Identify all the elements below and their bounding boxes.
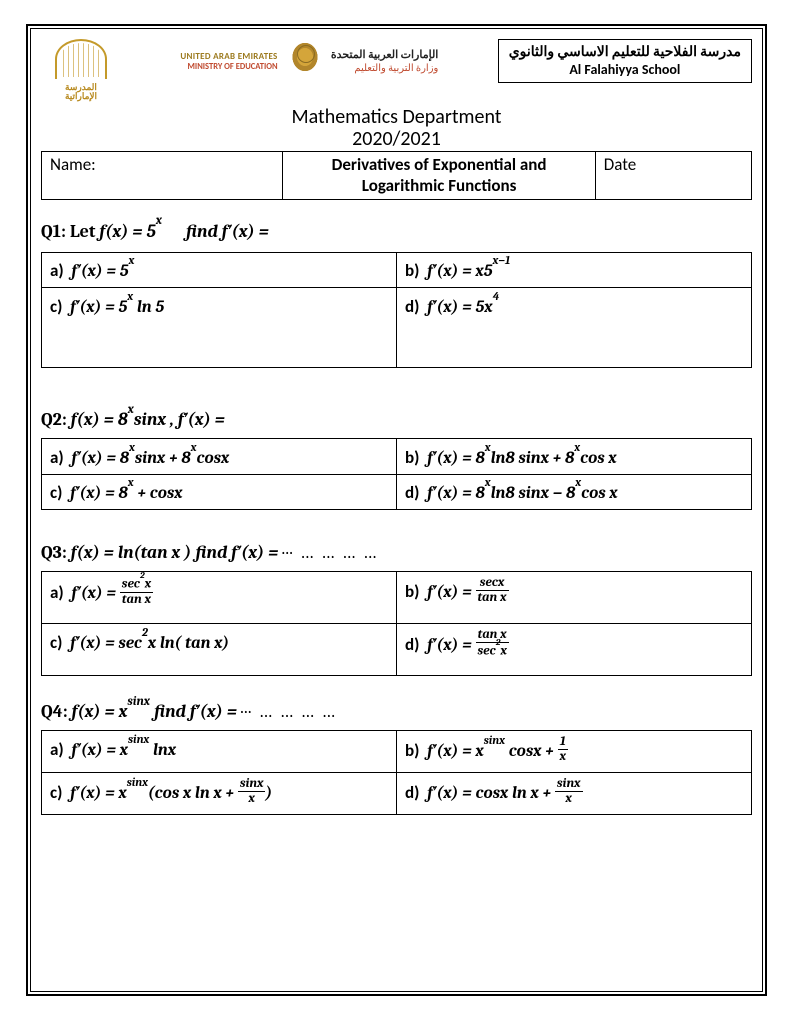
- q2-b[interactable]: b) f′(x) = 8xln8 sinx + 8xcos x: [397, 439, 752, 475]
- q4-c[interactable]: c) f′(x) = xsinx(cos x ln x + sinxx): [42, 773, 397, 815]
- q2-c[interactable]: c) f′(x) = 8x + cosx: [42, 474, 397, 510]
- q3-prompt: Q3: f(x) = ln(tan x ) find f′(x) = ··· ……: [41, 542, 752, 563]
- school-en: Al Falahiyya School: [509, 61, 741, 79]
- q1-c[interactable]: c) f′(x) = 5x ln 5: [42, 288, 397, 368]
- uae-crest-icon: [289, 39, 321, 75]
- q2-d[interactable]: d) f′(x) = 8xln8 sinx − 8xcos x: [397, 474, 752, 510]
- q4-b[interactable]: b) f′(x) = xsinx cosx + 1x: [397, 731, 752, 773]
- name-cell[interactable]: Name:: [42, 152, 283, 200]
- q4-prompt: Q4: f(x) = xsinx find f′(x) = ··· … … … …: [41, 700, 752, 722]
- academic-year: 2020/2021: [41, 127, 752, 151]
- moe-ar2: وزارة التربية والتعليم: [331, 61, 439, 74]
- q2-a[interactable]: a) f′(x) = 8xsinx + 8xcosx: [42, 439, 397, 475]
- date-cell[interactable]: Date: [595, 152, 751, 200]
- school-logo: المدرسةالإماراتية: [41, 39, 121, 101]
- q4-d[interactable]: d) f′(x) = cosx ln x + sinxx: [397, 773, 752, 815]
- q4-a[interactable]: a) f′(x) = xsinx lnx: [42, 731, 397, 773]
- header-row: المدرسةالإماراتية UNITED ARAB EMIRATES M…: [41, 39, 752, 101]
- q3-d[interactable]: d) f′(x) = tan xsec2x: [397, 624, 752, 676]
- q3-answers: a) f′(x) = sec2xtan x b) f′(x) = secxtan…: [41, 571, 752, 676]
- q1-a[interactable]: a) f′(x) = 5x: [42, 252, 397, 288]
- school-ar: مدرسة الفلاحية للتعليم الاساسي والثانوي: [509, 43, 741, 61]
- q3-a[interactable]: a) f′(x) = sec2xtan x: [42, 572, 397, 624]
- ministry-block: UNITED ARAB EMIRATES MINISTRY OF EDUCATI…: [121, 39, 498, 79]
- moe-ar1: الإمارات العربية المتحدة: [331, 48, 439, 61]
- question-4: Q4: f(x) = xsinx find f′(x) = ··· … … … …: [41, 700, 752, 815]
- q2-answers: a) f′(x) = 8xsinx + 8xcosx b) f′(x) = 8x…: [41, 438, 752, 510]
- question-1: Q1: Let f(x) = 5x find f′(x) = a) f′(x) …: [41, 220, 752, 369]
- question-3: Q3: f(x) = ln(tan x ) find f′(x) = ··· ……: [41, 542, 752, 676]
- topic-cell: Derivatives of Exponential and Logarithm…: [283, 152, 595, 200]
- q1-answers: a) f′(x) = 5x b) f′(x) = x5x−1 c) f′(x) …: [41, 252, 752, 369]
- info-table: Name: Derivatives of Exponential and Log…: [41, 151, 752, 200]
- q1-b[interactable]: b) f′(x) = x5x−1: [397, 252, 752, 288]
- q3-b[interactable]: b) f′(x) = secxtan x: [397, 572, 752, 624]
- q4-answers: a) f′(x) = xsinx lnx b) f′(x) = xsinx co…: [41, 730, 752, 815]
- q2-prompt: Q2: f(x) = 8xsinx , f′(x) =: [41, 408, 752, 430]
- q1-d[interactable]: d) f′(x) = 5x4: [397, 288, 752, 368]
- q1-prompt: Q1: Let f(x) = 5x find f′(x) =: [41, 220, 752, 242]
- question-2: Q2: f(x) = 8xsinx , f′(x) = a) f′(x) = 8…: [41, 408, 752, 510]
- department-title: Mathematics Department: [41, 105, 752, 129]
- moe-en2: MINISTRY OF EDUCATION: [180, 62, 277, 72]
- moe-en: UNITED ARAB EMIRATES: [180, 51, 277, 62]
- school-name-box: مدرسة الفلاحية للتعليم الاساسي والثانوي …: [498, 39, 752, 83]
- q3-c[interactable]: c) f′(x) = sec2x ln( tan x): [42, 624, 397, 676]
